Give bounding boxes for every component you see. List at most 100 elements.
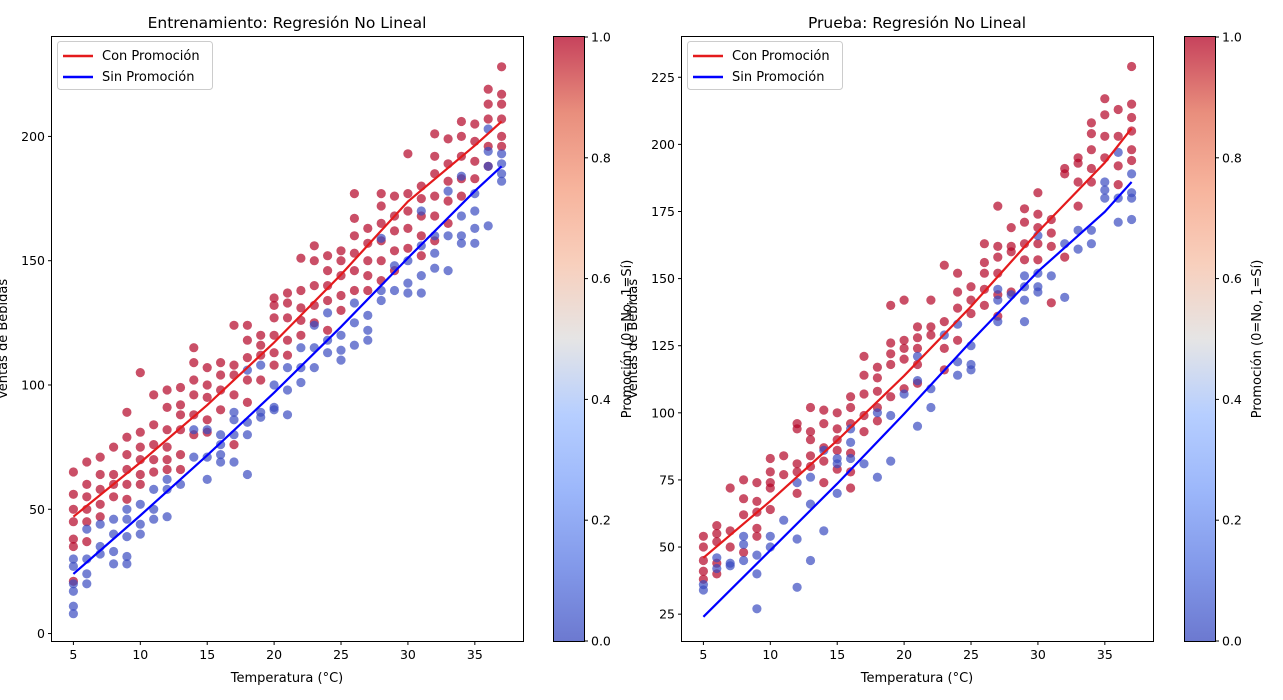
chart-test: Prueba: Regresión No Lineal 5 10 15 20 25 30 3… (626, 14, 1265, 686)
point-con-promocion (376, 189, 386, 199)
point-con-promocion (149, 420, 159, 430)
point-con-promocion (739, 547, 749, 558)
point-con-promocion (483, 114, 493, 124)
point-sin-promocion (497, 149, 507, 159)
point-con-promocion (443, 196, 453, 206)
point-con-promocion (1033, 255, 1043, 265)
point-sin-promocion (149, 484, 159, 494)
point-con-promocion (216, 385, 226, 395)
point-con-promocion (1127, 99, 1137, 109)
point-con-promocion (872, 362, 883, 372)
point-con-promocion (1046, 298, 1056, 308)
point-sin-promocion (109, 514, 119, 524)
point-con-promocion (135, 479, 145, 489)
point-con-promocion (979, 257, 990, 268)
point-sin-promocion (765, 531, 775, 541)
point-sin-promocion (109, 559, 119, 569)
point-con-promocion (202, 415, 212, 425)
point-con-promocion (122, 432, 132, 442)
point-sin-promocion (1127, 214, 1137, 225)
point-sin-promocion (323, 308, 333, 318)
point-con-promocion (765, 467, 775, 477)
colorbar-tick-label: 1.0 (591, 30, 611, 45)
point-con-promocion (349, 213, 359, 223)
point-con-promocion (323, 325, 333, 335)
point-sin-promocion (1100, 193, 1110, 203)
point-con-promocion (309, 241, 319, 251)
point-con-promocion (175, 400, 186, 410)
point-con-promocion (497, 99, 507, 109)
point-con-promocion (202, 392, 212, 402)
y-tick-label: 0 (37, 626, 45, 641)
y-tick-label: 150 (651, 271, 675, 286)
point-sin-promocion (1019, 271, 1030, 281)
x-tick-label: 25 (333, 647, 349, 662)
point-sin-promocion (229, 407, 239, 417)
point-sin-promocion (122, 559, 132, 569)
point-con-promocion (765, 483, 775, 493)
point-sin-promocion (456, 171, 466, 181)
x-axis-label: Temperatura (°C) (860, 671, 973, 686)
point-con-promocion (82, 537, 92, 547)
point-sin-promocion (483, 146, 493, 156)
point-sin-promocion (752, 604, 762, 614)
point-con-promocion (779, 470, 789, 480)
colorbar-tick-label: 0.0 (591, 634, 611, 649)
point-con-promocion (269, 330, 279, 340)
y-tick-label: 50 (659, 540, 675, 555)
x-tick-label: 15 (199, 647, 215, 662)
x-tick-label: 35 (467, 647, 483, 662)
point-sin-promocion (282, 385, 293, 395)
point-con-promocion (256, 375, 266, 385)
point-con-promocion (122, 479, 132, 489)
point-con-promocion (979, 284, 990, 294)
colorbar: 0.0 0.2 0.4 0.6 0.8 1.0 Promoción (0=No, 1=Sí… (1184, 30, 1265, 649)
point-sin-promocion (256, 412, 266, 422)
point-con-promocion (1086, 129, 1096, 139)
point-con-promocion (953, 287, 963, 297)
point-con-promocion (122, 494, 132, 504)
legend-box (57, 41, 213, 90)
y-tick-label: 175 (651, 204, 675, 219)
point-con-promocion (979, 268, 990, 278)
point-con-promocion (256, 340, 266, 350)
x-tick-label: 25 (963, 647, 979, 662)
point-sin-promocion (162, 474, 172, 484)
point-sin-promocion (430, 263, 440, 273)
point-con-promocion (175, 464, 186, 475)
point-sin-promocion (483, 221, 493, 231)
point-sin-promocion (470, 238, 480, 248)
point-sin-promocion (229, 415, 239, 425)
point-con-promocion (712, 521, 722, 531)
point-con-promocion (993, 252, 1003, 262)
point-con-promocion (1113, 180, 1123, 190)
point-sin-promocion (899, 389, 909, 399)
point-con-promocion (739, 510, 749, 520)
point-con-promocion (149, 390, 159, 400)
point-sin-promocion (282, 363, 293, 373)
colorbar-tick-label: 0.0 (1222, 634, 1242, 649)
point-con-promocion (765, 453, 775, 464)
point-con-promocion (336, 305, 346, 315)
point-con-promocion (739, 475, 749, 485)
point-con-promocion (792, 459, 802, 469)
point-con-promocion (899, 354, 909, 364)
point-sin-promocion (712, 553, 722, 563)
point-sin-promocion (309, 320, 319, 330)
point-con-promocion (296, 253, 306, 263)
point-con-promocion (698, 542, 709, 552)
point-sin-promocion (149, 514, 159, 524)
x-axis-label: Temperatura (°C) (230, 671, 343, 686)
point-con-promocion (1127, 126, 1137, 136)
point-con-promocion (363, 238, 373, 248)
point-sin-promocion (363, 310, 373, 320)
point-sin-promocion (68, 609, 78, 619)
point-con-promocion (966, 308, 976, 319)
x-axis: 5 10 15 20 25 30 35 (699, 641, 1113, 662)
point-sin-promocion (497, 159, 507, 169)
point-sin-promocion (68, 586, 78, 596)
point-con-promocion (859, 389, 869, 399)
x-tick-label: 10 (762, 647, 778, 662)
point-con-promocion (939, 343, 949, 353)
point-sin-promocion (725, 561, 735, 571)
